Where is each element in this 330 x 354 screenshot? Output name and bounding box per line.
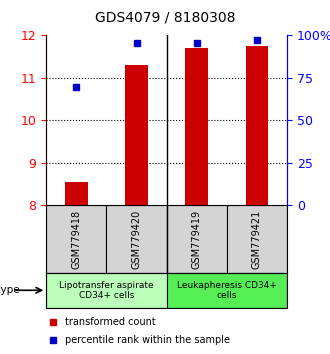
Bar	[167, 273, 287, 308]
Text: Lipotransfer aspirate
CD34+ cells: Lipotransfer aspirate CD34+ cells	[59, 281, 154, 300]
Text: GSM779421: GSM779421	[252, 209, 262, 269]
Bar	[246, 46, 268, 205]
Bar	[46, 205, 106, 273]
Text: GSM779418: GSM779418	[71, 209, 81, 269]
Bar	[46, 273, 167, 308]
Bar	[185, 48, 208, 205]
Text: cell type: cell type	[0, 285, 20, 295]
Bar	[106, 205, 167, 273]
Text: Leukapheresis CD34+
cells: Leukapheresis CD34+ cells	[177, 281, 277, 300]
Text: GSM779420: GSM779420	[132, 209, 142, 269]
Text: GDS4079 / 8180308: GDS4079 / 8180308	[95, 11, 235, 25]
Bar	[227, 205, 287, 273]
Bar	[125, 65, 148, 205]
Text: transformed count: transformed count	[65, 318, 156, 327]
Text: percentile rank within the sample: percentile rank within the sample	[65, 335, 230, 344]
Bar	[65, 182, 88, 205]
Text: GSM779419: GSM779419	[192, 209, 202, 269]
Bar	[167, 205, 227, 273]
